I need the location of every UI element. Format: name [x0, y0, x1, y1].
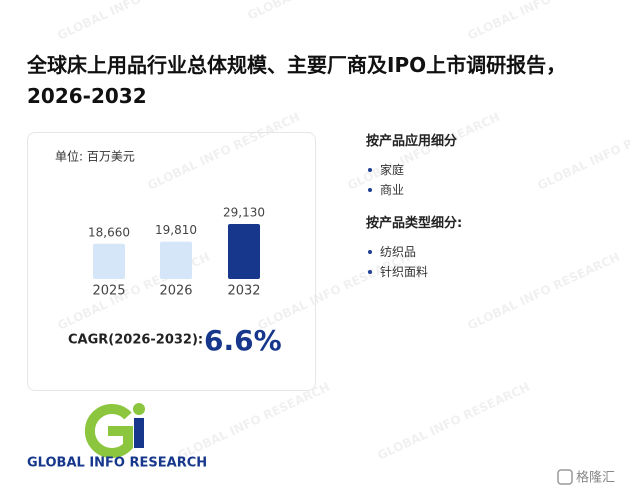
source-icon: [557, 469, 573, 485]
bar: [93, 243, 125, 279]
source-mark: 格隆汇: [576, 470, 615, 486]
x-tick-label: 2032: [227, 284, 260, 299]
summary-card: [27, 132, 316, 391]
segment-item: 针织面料: [366, 262, 616, 282]
logo-g: [84, 404, 133, 458]
report-title: 全球床上用品行业总体规模、主要厂商及IPO上市调研报告，2026-2032: [27, 53, 567, 108]
cagr-value: 6.6%: [204, 324, 282, 357]
logo-graphic: [84, 403, 145, 458]
logo-dot: [133, 403, 145, 415]
x-tick-label: 2026: [159, 284, 192, 299]
segment-item: 家庭: [366, 160, 616, 180]
segment-title: 按产品应用细分: [366, 134, 458, 149]
value-label: 19,810: [155, 223, 197, 237]
segment-title: 按产品类型细分:: [366, 216, 463, 231]
x-tick-label: 2025: [92, 284, 125, 299]
logo-i: [134, 418, 144, 448]
bar: [160, 241, 192, 279]
logo-text: GLOBAL INFO RESEARCH: [27, 456, 207, 471]
bar: [228, 224, 260, 279]
value-label: 18,660: [88, 225, 130, 239]
value-label: 29,130: [223, 206, 265, 220]
segment-item: 纺织品: [366, 242, 616, 262]
segment-item: 商业: [366, 180, 616, 200]
unit-label: 单位: 百万美元: [55, 149, 135, 164]
segments: 按产品应用细分家庭 商业按产品类型细分: 纺织品 针织面料: [366, 132, 616, 282]
cagr-label: CAGR(2026-2032):: [68, 333, 203, 348]
